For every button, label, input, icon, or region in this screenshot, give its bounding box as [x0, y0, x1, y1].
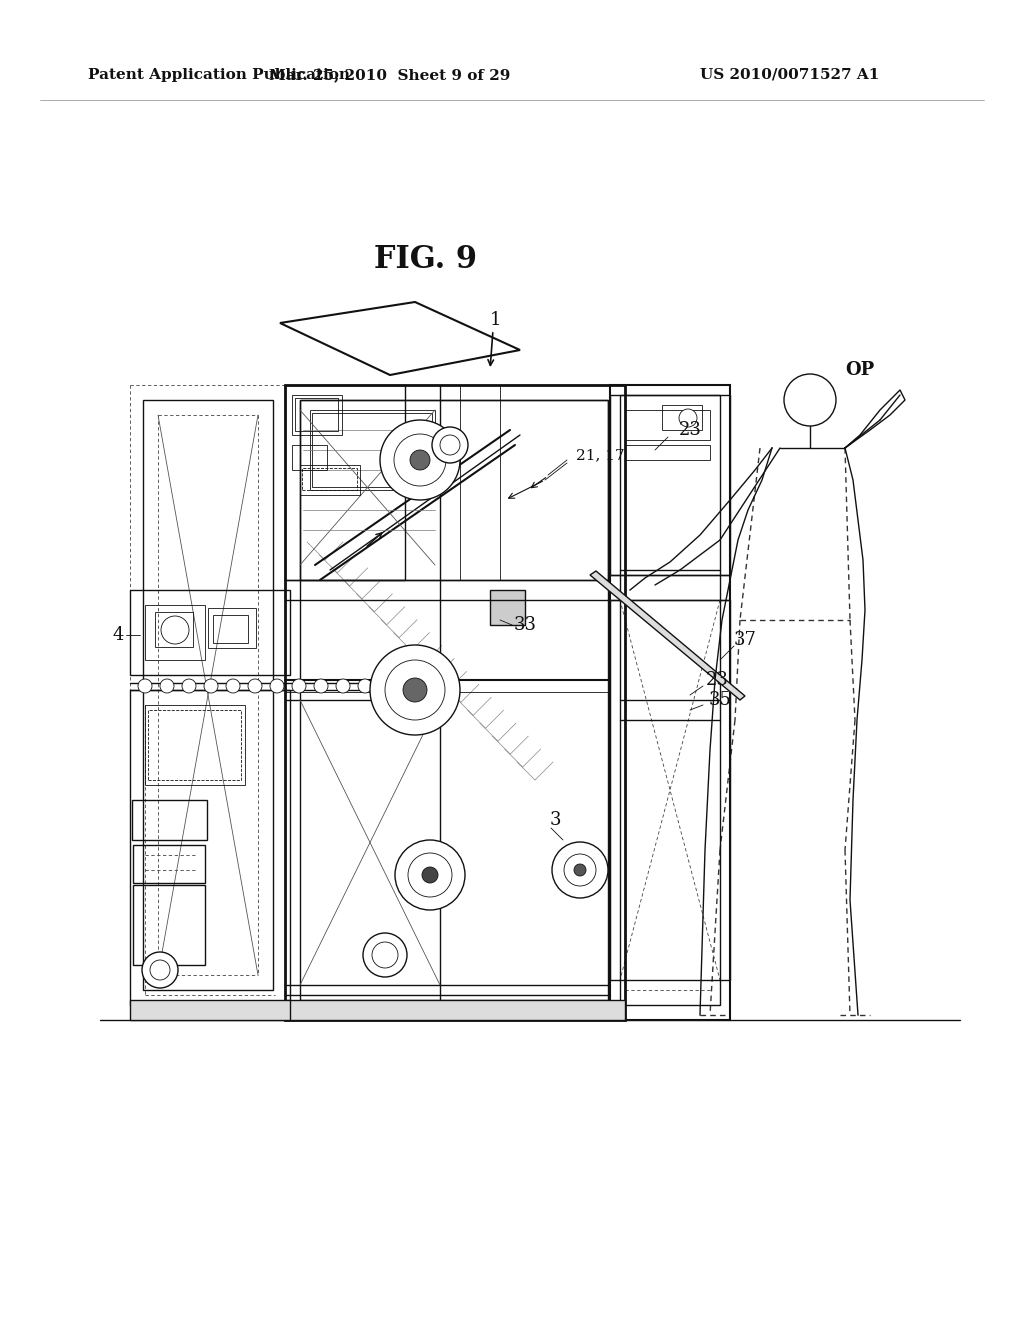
Bar: [625, 445, 710, 459]
Circle shape: [370, 645, 460, 735]
Text: US 2010/0071527 A1: US 2010/0071527 A1: [700, 69, 880, 82]
Circle shape: [372, 942, 398, 968]
Circle shape: [161, 616, 189, 644]
Bar: [310, 411, 435, 490]
Polygon shape: [590, 572, 745, 700]
Circle shape: [410, 450, 430, 470]
Circle shape: [358, 678, 372, 693]
Bar: [130, 690, 290, 1005]
Bar: [620, 395, 720, 1005]
Text: 1: 1: [489, 312, 501, 329]
Bar: [132, 800, 207, 840]
Bar: [285, 385, 406, 579]
Bar: [302, 469, 357, 490]
Circle shape: [336, 678, 350, 693]
Circle shape: [395, 840, 465, 909]
Circle shape: [394, 434, 446, 486]
Circle shape: [270, 678, 284, 693]
Bar: [292, 395, 342, 436]
Circle shape: [784, 374, 836, 426]
Bar: [285, 385, 625, 1020]
Circle shape: [403, 678, 427, 702]
Text: 21, 17: 21, 17: [575, 447, 625, 462]
Text: 4: 4: [113, 626, 124, 644]
Circle shape: [248, 678, 262, 693]
Text: OP: OP: [846, 360, 874, 379]
Bar: [300, 465, 360, 495]
Circle shape: [150, 960, 170, 979]
Circle shape: [362, 933, 407, 977]
Circle shape: [432, 426, 468, 463]
Bar: [490, 590, 525, 624]
Text: 33: 33: [513, 616, 537, 634]
Bar: [285, 1001, 625, 1020]
Circle shape: [385, 660, 445, 719]
Circle shape: [564, 854, 596, 886]
Circle shape: [142, 952, 178, 987]
Bar: [300, 400, 608, 579]
Bar: [208, 609, 256, 648]
Bar: [312, 413, 432, 487]
Circle shape: [422, 867, 438, 883]
Circle shape: [552, 842, 608, 898]
Bar: [213, 615, 248, 643]
Circle shape: [380, 678, 394, 693]
Text: 23': 23': [707, 671, 734, 689]
Circle shape: [679, 409, 697, 426]
Bar: [300, 400, 608, 1001]
Text: 23: 23: [679, 421, 701, 440]
Bar: [610, 395, 730, 576]
Bar: [292, 445, 327, 470]
Bar: [145, 705, 245, 785]
Bar: [295, 399, 338, 432]
Text: Mar. 25, 2010  Sheet 9 of 29: Mar. 25, 2010 Sheet 9 of 29: [269, 69, 511, 82]
Bar: [662, 405, 702, 430]
Circle shape: [292, 678, 306, 693]
Text: FIG. 9: FIG. 9: [374, 244, 476, 276]
Bar: [610, 601, 730, 979]
Bar: [130, 1001, 290, 1020]
Bar: [625, 411, 710, 440]
Bar: [148, 710, 241, 780]
Circle shape: [574, 865, 586, 876]
Bar: [130, 590, 290, 675]
Text: 37: 37: [733, 631, 757, 649]
Bar: [610, 385, 730, 1020]
Circle shape: [182, 678, 196, 693]
Bar: [143, 400, 273, 990]
Circle shape: [204, 678, 218, 693]
Text: 3: 3: [549, 810, 561, 829]
Bar: [155, 612, 193, 647]
Bar: [133, 845, 205, 883]
Text: Patent Application Publication: Patent Application Publication: [88, 69, 350, 82]
Circle shape: [314, 678, 328, 693]
Bar: [145, 605, 205, 660]
Circle shape: [440, 436, 460, 455]
Text: 35: 35: [709, 690, 731, 709]
Circle shape: [138, 678, 152, 693]
Bar: [133, 884, 205, 965]
Circle shape: [160, 678, 174, 693]
Circle shape: [408, 853, 452, 898]
Circle shape: [402, 678, 416, 693]
Circle shape: [226, 678, 240, 693]
Polygon shape: [280, 302, 520, 375]
Circle shape: [380, 420, 460, 500]
